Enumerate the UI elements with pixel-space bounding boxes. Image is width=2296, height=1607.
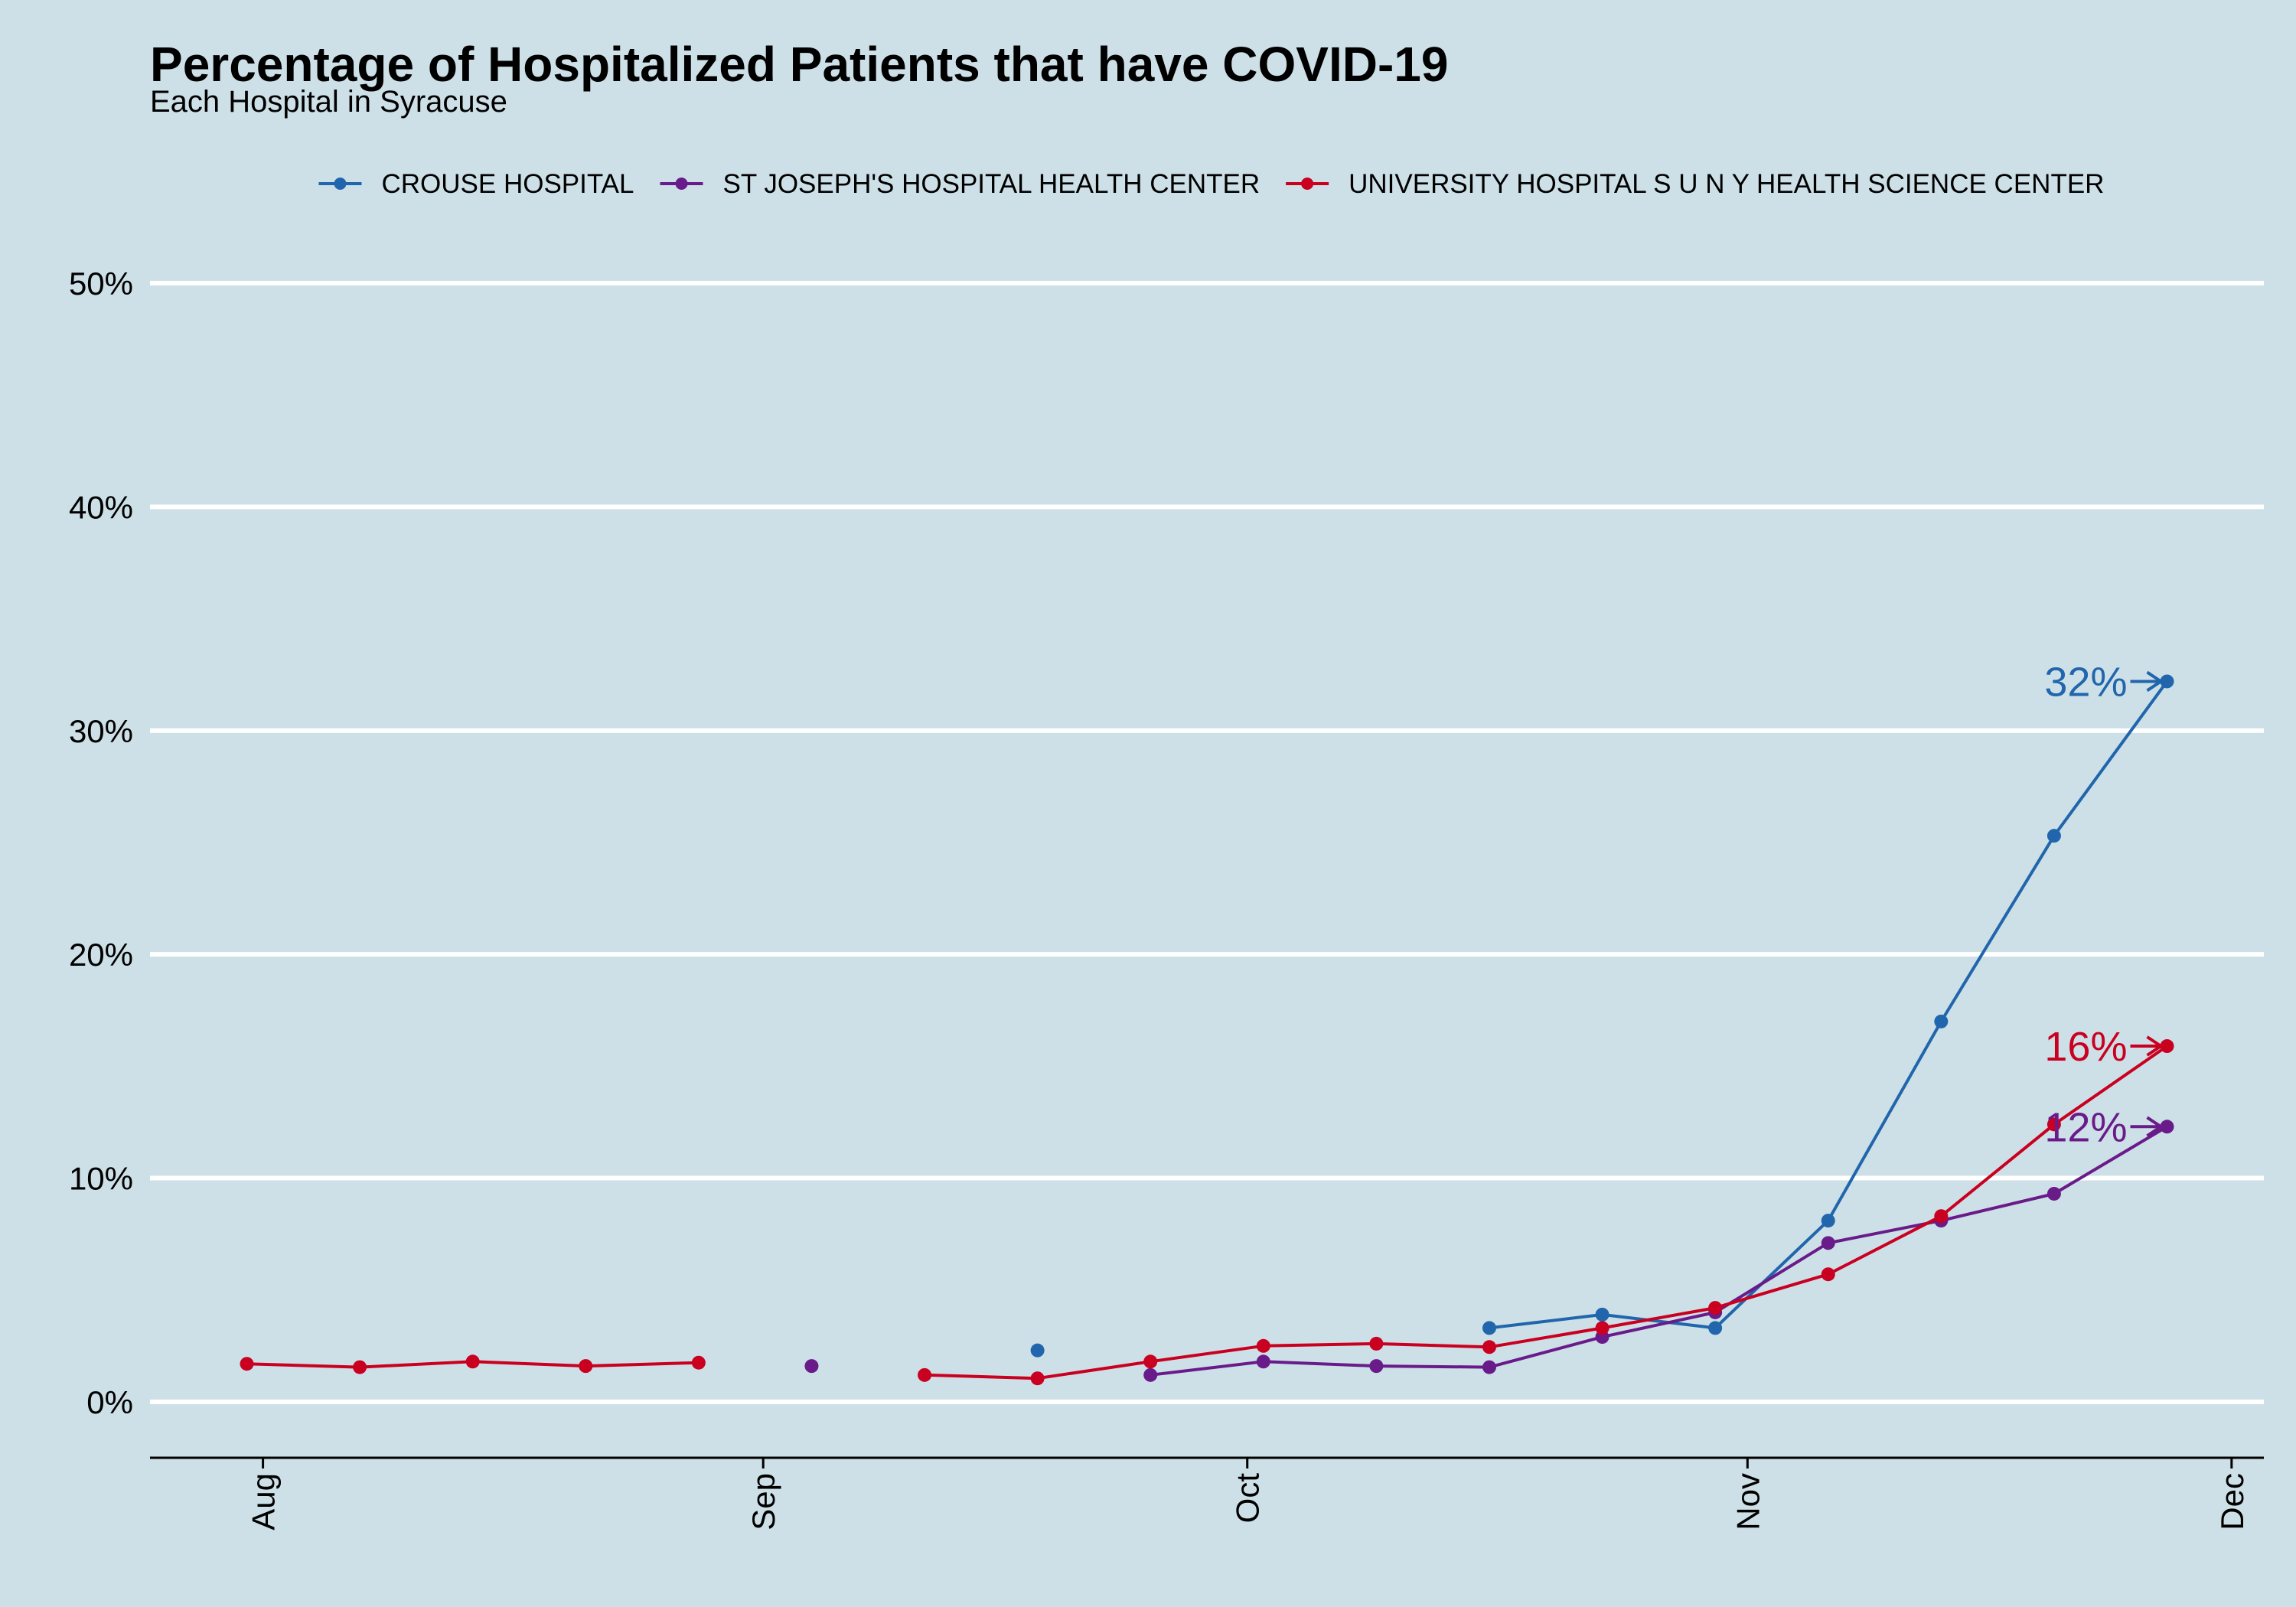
- data-point: [2047, 1186, 2061, 1201]
- data-point: [240, 1357, 254, 1371]
- x-tick-label: Nov: [1730, 1473, 1766, 1530]
- data-point: [1934, 1209, 1949, 1224]
- end-label: 16%: [2044, 1024, 2127, 1070]
- legend-key: [318, 178, 362, 190]
- legend-key-point: [675, 178, 688, 190]
- end-label-arrowhead: [2146, 670, 2164, 693]
- data-point: [1595, 1321, 1609, 1335]
- legend: CROUSE HOSPITAL ST JOSEPH'S HOSPITAL HEAL…: [318, 169, 2104, 199]
- legend-key: [660, 178, 703, 190]
- legend-item: CROUSE HOSPITAL: [318, 169, 634, 199]
- data-point: [1256, 1354, 1270, 1369]
- data-point: [1708, 1301, 1723, 1315]
- data-point: [1369, 1336, 1384, 1351]
- data-point: [1256, 1338, 1270, 1353]
- legend-key-point: [1301, 178, 1314, 190]
- y-tick-label: 50%: [69, 266, 133, 302]
- y-tick-label: 20%: [69, 937, 133, 973]
- end-label: 32%: [2044, 659, 2127, 705]
- data-point: [918, 1367, 932, 1382]
- y-tick-label: 30%: [69, 713, 133, 749]
- x-axis: Aug Sep Oct Nov Dec: [150, 1456, 2264, 1530]
- data-point: [1595, 1307, 1609, 1322]
- end-label-arrowhead: [2146, 1116, 2164, 1137]
- data-point: [1482, 1321, 1496, 1335]
- data-point: [2047, 829, 2061, 843]
- y-tick-label: 40%: [69, 489, 133, 525]
- data-point: [691, 1355, 706, 1370]
- data-point: [1030, 1371, 1045, 1386]
- data-point: [2160, 1120, 2174, 1134]
- y-tick-label: 0%: [86, 1384, 133, 1420]
- x-tick-label: Dec: [2214, 1473, 2250, 1530]
- series-line: [1150, 1125, 2168, 1377]
- data-point: [804, 1359, 819, 1374]
- series-crouse-hospital: [1030, 674, 2174, 1358]
- x-tick-label: Aug: [246, 1473, 282, 1530]
- data-point: [1821, 1267, 1835, 1282]
- data-point: [1482, 1360, 1496, 1374]
- legend-label: ST JOSEPH'S HOSPITAL HEALTH CENTER: [723, 169, 1261, 199]
- data-point: [1934, 1014, 1949, 1028]
- data-point: [1821, 1236, 1835, 1250]
- series-layer: [240, 674, 2174, 1386]
- legend-key-point: [334, 178, 347, 190]
- data-point: [1369, 1359, 1384, 1374]
- data-point: [2047, 1117, 2061, 1132]
- series-line: [924, 1045, 2168, 1380]
- chart-title: Percentage of Hospitalized Patients that…: [150, 37, 1448, 92]
- y-axis: 0% 10% 20% 30% 40% 50%: [69, 266, 133, 1420]
- data-point: [1143, 1367, 1158, 1382]
- legend-key: [1286, 178, 1329, 190]
- data-point: [353, 1360, 367, 1374]
- y-tick-label: 10%: [69, 1161, 133, 1197]
- data-point: [579, 1359, 593, 1374]
- data-point: [465, 1354, 480, 1369]
- end-label: 12%: [2044, 1104, 2127, 1150]
- data-point: [2160, 674, 2174, 689]
- legend-label: CROUSE HOSPITAL: [382, 169, 634, 199]
- chart-subtitle: Each Hospital in Syracuse: [150, 85, 507, 119]
- legend-item: ST JOSEPH'S HOSPITAL HEALTH CENTER: [660, 169, 1261, 199]
- data-point: [1030, 1343, 1045, 1358]
- data-point: [1821, 1214, 1835, 1228]
- data-point: [1143, 1354, 1158, 1369]
- data-point: [2160, 1039, 2174, 1054]
- x-tick-label: Oct: [1230, 1473, 1266, 1524]
- legend-label: UNIVERSITY HOSPITAL S U N Y HEALTH SCIEN…: [1349, 169, 2104, 199]
- data-point: [1482, 1340, 1496, 1354]
- x-tick-label: Sep: [745, 1473, 781, 1530]
- end-label-arrowhead: [2146, 1035, 2164, 1057]
- end-labels: 32% 12% 16%: [2044, 659, 2164, 1150]
- series-university-hospital-s-u-n-y-health-science-center: [240, 1039, 2174, 1386]
- legend-item: UNIVERSITY HOSPITAL S U N Y HEALTH SCIEN…: [1286, 169, 2104, 199]
- data-point: [1708, 1321, 1723, 1335]
- grid-lines: [150, 281, 2264, 1404]
